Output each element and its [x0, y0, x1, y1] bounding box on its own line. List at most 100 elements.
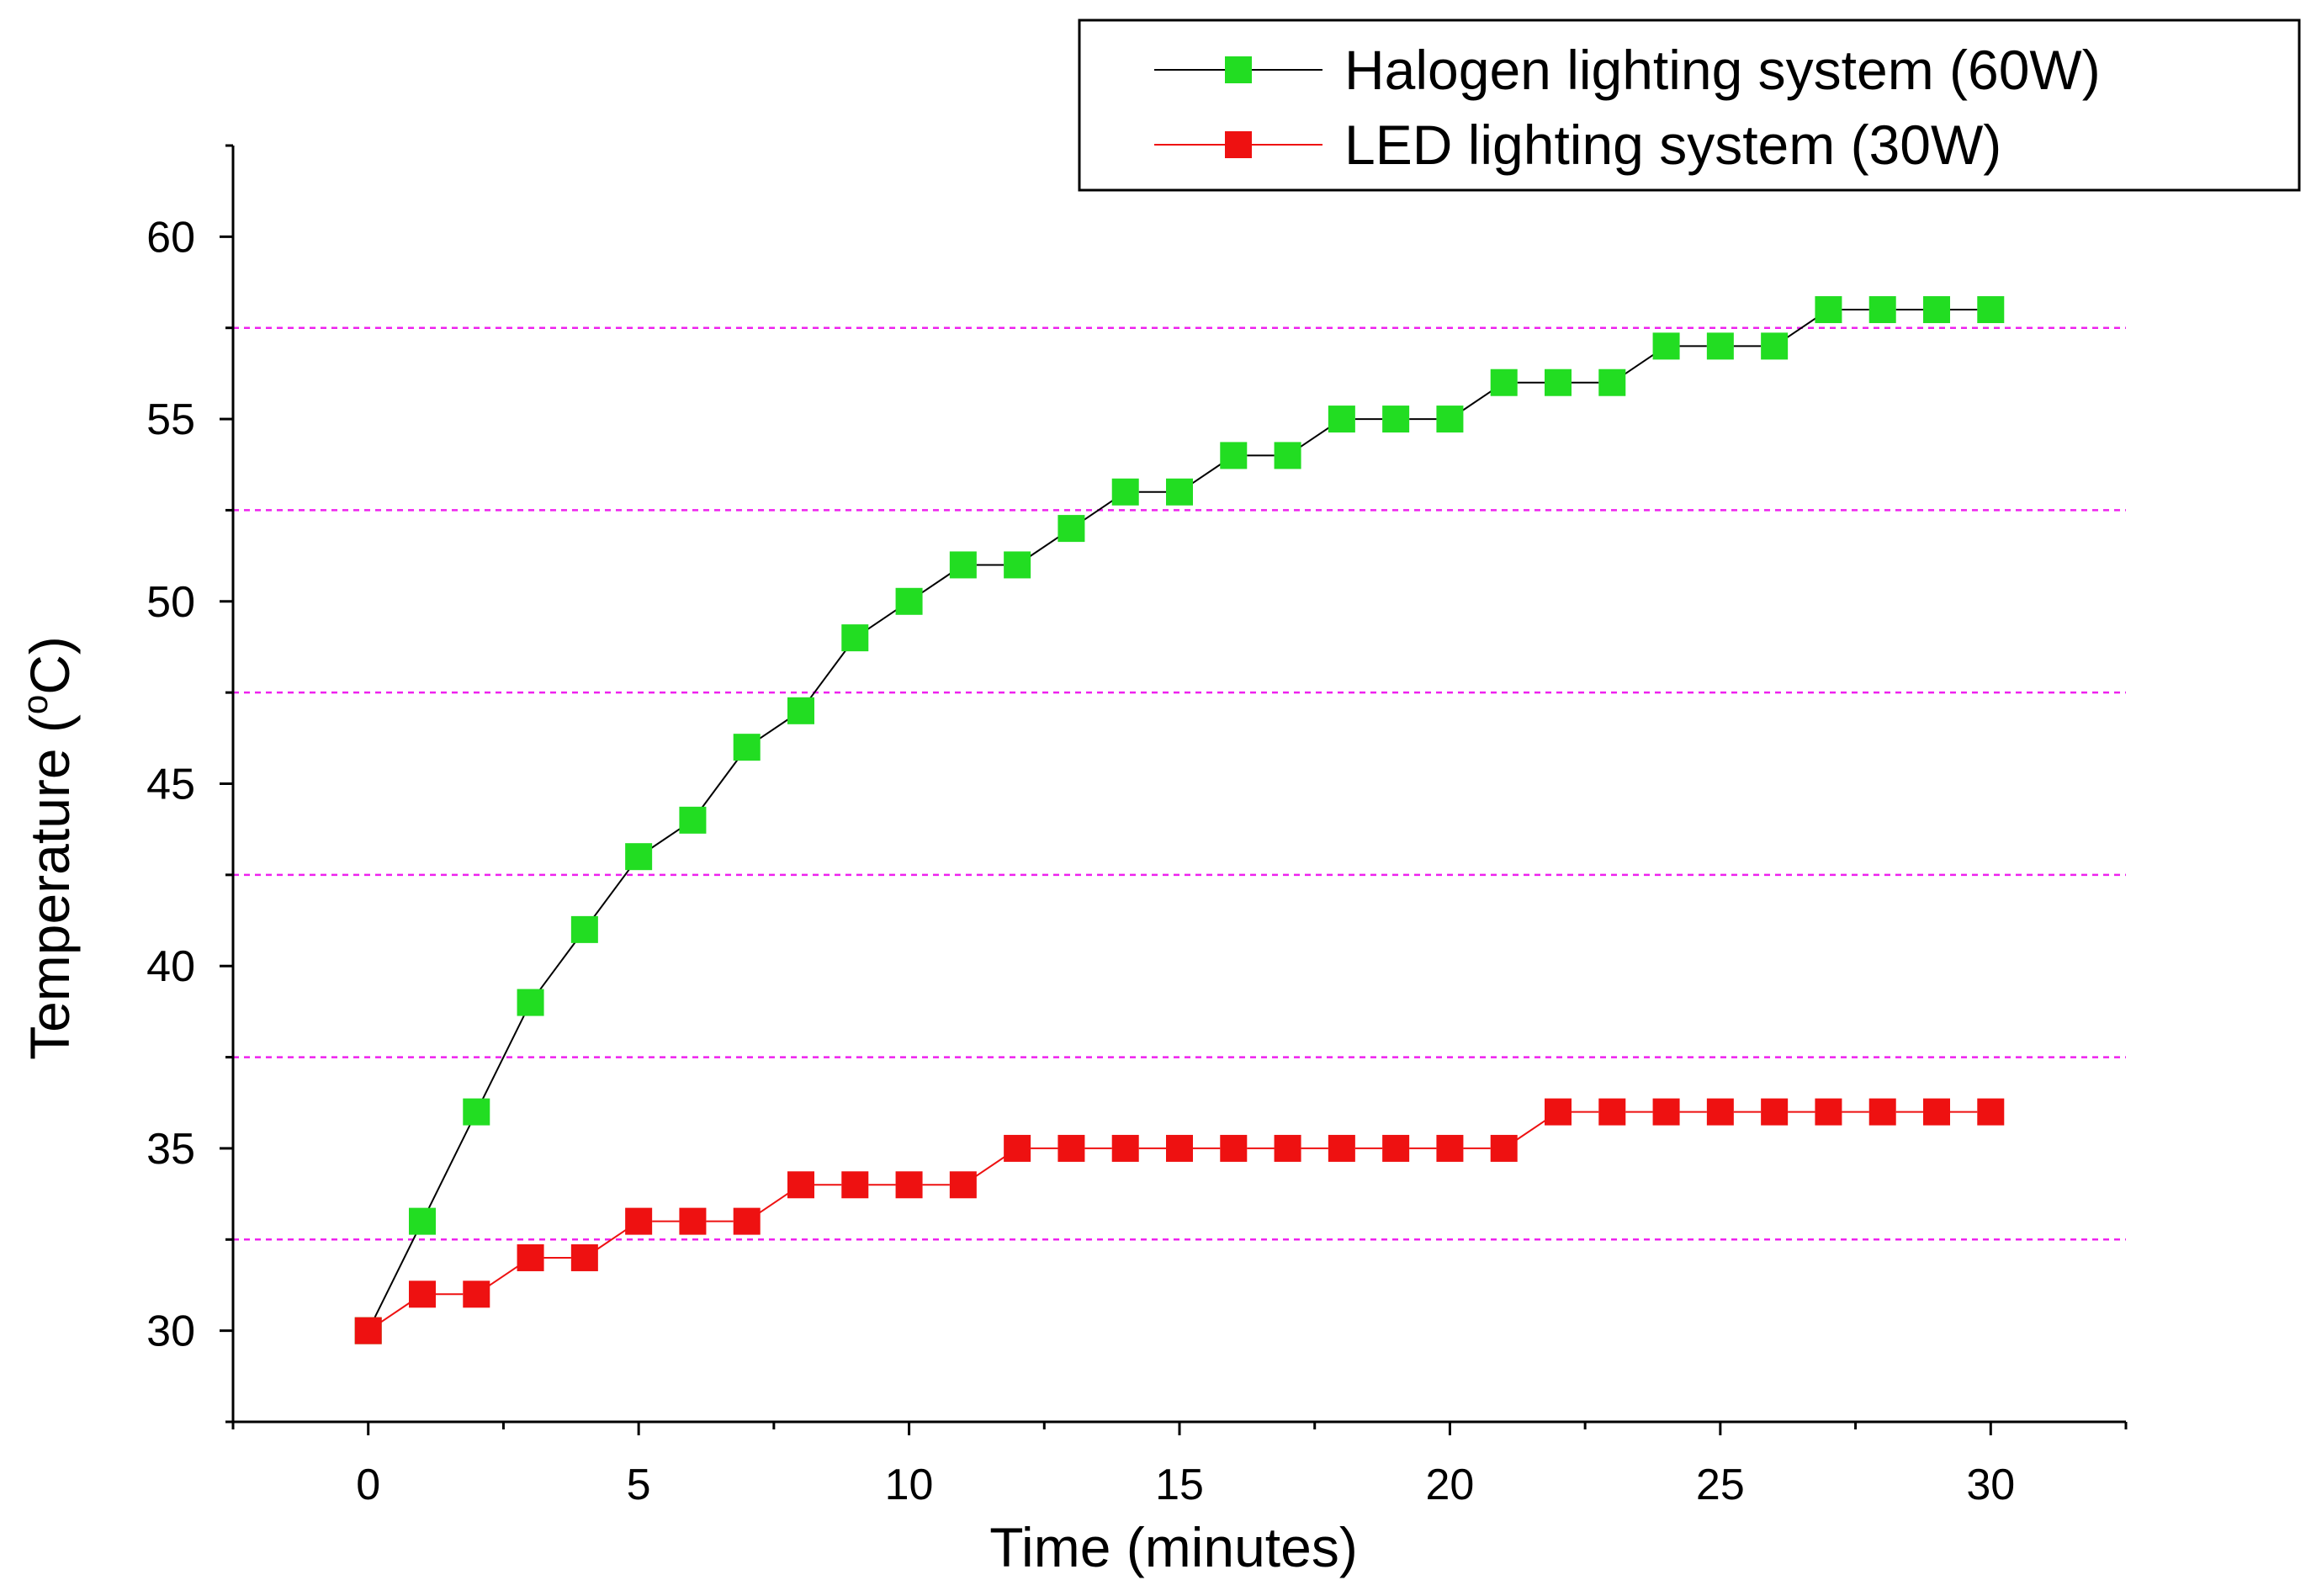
series-1 [354, 1098, 2005, 1344]
series-0-segment [373, 1233, 417, 1319]
series-1-segment [1514, 1118, 1548, 1142]
series-1-point [1111, 1134, 1139, 1162]
series-0-point [787, 697, 814, 724]
legend-marker-led [1225, 131, 1252, 158]
series-1-point [1923, 1098, 1950, 1126]
series-1-point [517, 1243, 544, 1271]
series-0-point [733, 734, 761, 761]
series-1-point [1004, 1134, 1031, 1162]
series-1-point [409, 1281, 436, 1308]
series-1-point [841, 1171, 869, 1199]
series-1-point [1274, 1134, 1301, 1162]
series-1-point [895, 1171, 923, 1199]
series-0-point [1220, 442, 1248, 469]
series-1-point [1490, 1134, 1518, 1162]
series-0-point [1598, 369, 1626, 396]
series-1-point [1761, 1098, 1789, 1126]
legend-label-halogen: Halogen lighting system (60W) [1344, 39, 2101, 101]
x-tick-label: 15 [1155, 1461, 1204, 1509]
legend-label-led: LED lighting system (30W) [1344, 114, 2001, 176]
series-1-point [1868, 1098, 1896, 1126]
x-tick-label: 5 [627, 1461, 651, 1509]
series-1-segment [379, 1301, 412, 1324]
y-axis-title-degree: o [15, 695, 55, 714]
series-0-point [1815, 296, 1842, 324]
series-0-point [1977, 296, 2005, 324]
series-0-point [570, 915, 598, 943]
series-0-segment [1027, 535, 1061, 559]
y-tick-label: 55 [146, 395, 195, 444]
x-tick-label: 25 [1696, 1461, 1745, 1509]
series-0-segment [808, 648, 848, 701]
y-tick-label: 40 [146, 942, 195, 991]
series-0-segment [757, 717, 791, 741]
legend-marker-halogen [1225, 56, 1252, 83]
y-tick-label: 45 [146, 761, 195, 809]
series-0-point [463, 1098, 490, 1126]
axes: 30 35 40 45 50 55 60 0 5 10 15 20 25 30 [146, 144, 2128, 1509]
series-0-point [679, 806, 707, 834]
y-tick-label: 50 [146, 578, 195, 627]
series-1-point [570, 1243, 598, 1271]
y-axis-title: Temperature (oC) [15, 636, 81, 1060]
series-0-segment [865, 607, 898, 632]
legend: Halogen lighting system (60W) LED lighti… [1078, 19, 2301, 192]
series-1-point [463, 1281, 490, 1308]
series-0-segment [649, 826, 682, 851]
series-0-point [1436, 406, 1464, 433]
series-0-segment [1460, 389, 1494, 412]
series-0-point [1166, 478, 1193, 506]
series-0-point [1490, 369, 1518, 396]
series-1-point [625, 1207, 653, 1235]
y-tick-label: 35 [146, 1125, 195, 1174]
series-0-point [1382, 406, 1410, 433]
x-tick-label: 10 [885, 1461, 934, 1509]
series-1-point [787, 1171, 814, 1199]
legend-box [1078, 19, 2301, 192]
series-0-point [625, 843, 653, 871]
series-0 [354, 296, 2005, 1344]
series-layer [354, 296, 2005, 1344]
series-1-point [733, 1207, 761, 1235]
series-0-segment [481, 1014, 526, 1100]
x-axis-title: Time (minutes) [989, 1516, 1358, 1578]
series-0-segment [1190, 462, 1223, 485]
series-0-point [409, 1207, 436, 1235]
series-1-point [1706, 1098, 1734, 1126]
series-0-point [1274, 442, 1301, 469]
series-1-point [1220, 1134, 1248, 1162]
series-1-point [1328, 1134, 1355, 1162]
series-0-point [841, 624, 869, 652]
series-0-segment [538, 940, 578, 993]
x-tick-label: 0 [356, 1461, 380, 1509]
series-0-point [1761, 332, 1789, 360]
series-0-point [1545, 369, 1572, 396]
y-axis-title-suffix: C) [19, 636, 81, 695]
series-1-point [354, 1317, 382, 1344]
series-0-point [1004, 551, 1031, 579]
series-0-point [1923, 296, 1950, 324]
series-1-segment [486, 1265, 520, 1288]
grid-lines [233, 326, 2126, 1241]
y-tick-label: 60 [146, 213, 195, 262]
series-0-point [1652, 332, 1680, 360]
series-1-segment [595, 1227, 628, 1251]
series-0-segment [1082, 498, 1116, 522]
x-tick-label: 30 [1966, 1461, 2015, 1509]
series-0-segment [1622, 353, 1656, 376]
y-axis-title-prefix: Temperature ( [19, 714, 81, 1060]
y-tick-label: 30 [146, 1307, 195, 1356]
series-1-point [1057, 1134, 1085, 1162]
series-1-point [1436, 1134, 1464, 1162]
series-1-segment [973, 1155, 1007, 1179]
series-1-point [949, 1171, 977, 1199]
x-tick-label: 20 [1426, 1461, 1475, 1509]
series-0-point [517, 989, 544, 1016]
series-1-point [1977, 1098, 2005, 1126]
series-0-segment [591, 867, 632, 920]
series-0-segment [427, 1123, 472, 1210]
series-0-segment [1784, 316, 1818, 340]
series-1-point [1382, 1134, 1410, 1162]
series-0-point [1328, 406, 1355, 433]
